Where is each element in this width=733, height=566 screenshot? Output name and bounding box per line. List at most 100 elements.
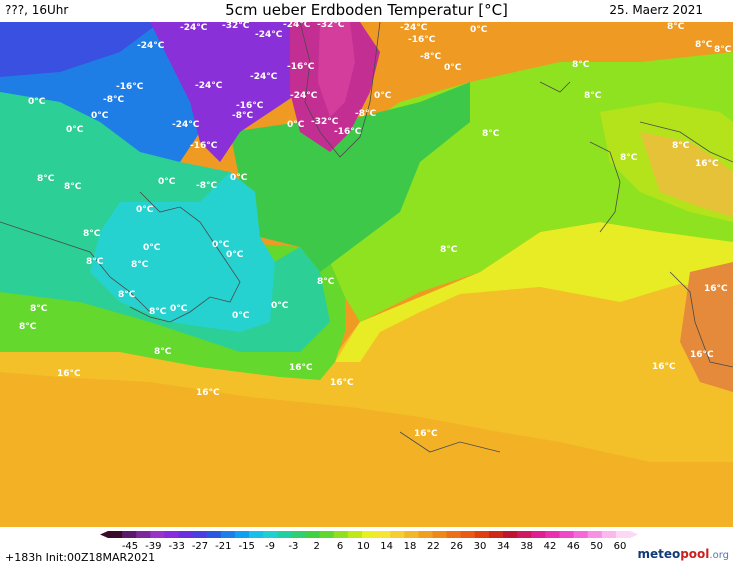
temp-label: 0°C <box>28 97 46 107</box>
temp-label: 8°C <box>572 60 590 70</box>
forecast-info: +183h Init:00Z18MAR2021 <box>5 551 156 564</box>
temp-label: 0°C <box>136 205 154 215</box>
temp-label: -16°C <box>236 101 264 111</box>
scale-tick-label: -21 <box>215 541 232 552</box>
temp-label: 16°C <box>196 388 220 398</box>
meteopool-logo: meteopool.org <box>637 547 729 561</box>
scale-swatch <box>361 531 377 538</box>
temp-label: -8°C <box>196 181 217 191</box>
temp-label: -16°C <box>408 35 436 45</box>
yellow-orange-band <box>0 282 733 462</box>
temp-label: 8°C <box>440 245 458 255</box>
temp-label: 8°C <box>149 307 167 317</box>
temp-label: 16°C <box>695 159 719 169</box>
scale-tick-label: 26 <box>450 541 464 552</box>
scale-swatch <box>319 531 335 538</box>
temp-label: 8°C <box>695 40 713 50</box>
map-title: 5cm ueber Erdboden Temperatur [°C] <box>225 1 508 19</box>
temp-label: 8°C <box>154 347 172 357</box>
color-scale-ticks: -45 -39 -33 -27 -21 -15 -9 -3 2 6 10 14 18 22 26 30 34 38… <box>0 541 733 553</box>
temp-label: 0°C <box>212 240 230 250</box>
map-header: ???, 16Uhr 5cm ueber Erdboden Temperatur… <box>0 0 733 22</box>
scale-tick-label: 6 <box>336 541 344 552</box>
scale-swatch <box>277 531 292 538</box>
temp-label: 0°C <box>66 125 84 135</box>
scale-swatch <box>545 531 560 538</box>
scale-swatch <box>390 531 405 538</box>
map-canvas: -24°C -32°C -24°C -32°C -24°C 0°C 8°C -2… <box>0 22 733 527</box>
temp-label: 0°C <box>271 301 289 311</box>
temp-label: -16°C <box>190 141 218 151</box>
scale-swatch <box>347 531 363 538</box>
canada-coast <box>0 221 151 313</box>
scale-swatch <box>192 531 208 538</box>
scale-tick-label: 60 <box>613 541 627 552</box>
temp-label: -24°C <box>180 23 208 33</box>
scale-swatch <box>206 531 222 538</box>
temp-label: -24°C <box>172 120 200 130</box>
temp-label: 0°C <box>170 304 188 314</box>
scale-swatch <box>305 531 321 538</box>
scale-tick-label: 2 <box>313 541 320 552</box>
temp-label: 8°C <box>37 174 55 184</box>
scale-swatch <box>404 531 419 538</box>
temp-label: 8°C <box>19 322 37 332</box>
color-scale-legend: -45 -39 -33 -27 -21 -15 -9 -3 2 6 10 14 18 22 26 30 34 38… <box>0 527 733 566</box>
scale-tick-label: -3 <box>288 541 299 552</box>
scale-swatch <box>249 531 264 538</box>
scale-tick-label: 10 <box>356 541 370 552</box>
temp-label: 8°C <box>482 129 500 139</box>
logo-pool: pool <box>680 547 710 561</box>
scale-tick-label: 30 <box>473 541 487 552</box>
yellow-band <box>335 222 733 362</box>
scale-swatch <box>474 531 490 538</box>
scale-swatch <box>503 531 518 538</box>
logo-org: .org <box>709 550 729 561</box>
temp-label: 8°C <box>672 141 690 151</box>
temp-label: 0°C <box>374 91 392 101</box>
magenta-core <box>318 22 355 117</box>
coastlines <box>0 22 733 453</box>
temp-label: 0°C <box>470 25 488 35</box>
scale-swatch <box>446 531 462 538</box>
scale-tick-label: 46 <box>566 541 580 552</box>
scale-swatch <box>573 531 589 538</box>
temp-label: 0°C <box>230 173 248 183</box>
scale-swatch <box>220 531 236 538</box>
temp-label: 0°C <box>444 63 462 73</box>
scandinavia-coast <box>639 121 733 163</box>
scale-swatch <box>263 531 278 538</box>
temp-label: 8°C <box>83 229 101 239</box>
scale-swatch <box>488 531 504 538</box>
scale-swatch <box>432 531 448 538</box>
scale-tick-label: 22 <box>426 541 440 552</box>
temp-label: 8°C <box>30 304 48 314</box>
scale-swatch <box>615 531 631 538</box>
scale-tick-label: -39 <box>145 541 162 552</box>
temp-label: 0°C <box>232 311 250 321</box>
scale-swatch <box>601 531 617 538</box>
temp-label: -32°C <box>311 117 339 127</box>
iberia-coast <box>669 271 733 368</box>
scale-tick-label: -45 <box>121 541 139 552</box>
scale-tick-label: 14 <box>380 541 394 552</box>
temp-label: 8°C <box>118 290 136 300</box>
scale-swatch <box>460 531 476 538</box>
temp-label: 16°C <box>289 363 313 373</box>
temp-label: 16°C <box>330 378 354 388</box>
temp-label: -16°C <box>334 127 362 137</box>
scale-tick-label: -15 <box>238 541 255 552</box>
scale-tick-label: 18 <box>403 541 417 552</box>
temp-label: -24°C <box>250 72 278 82</box>
scale-swatch <box>122 531 137 538</box>
temp-label: 0°C <box>91 111 109 121</box>
temp-label: 8°C <box>584 91 602 101</box>
logo-meteo: meteo <box>637 547 681 561</box>
temp-label: 16°C <box>57 369 81 379</box>
scale-tick-label: 42 <box>543 541 557 552</box>
scale-arrow-left <box>100 531 108 538</box>
temp-label: -8°C <box>103 95 124 105</box>
temp-label: 16°C <box>704 284 728 294</box>
svalbard-coast <box>539 81 571 93</box>
temp-label: 8°C <box>667 22 685 32</box>
